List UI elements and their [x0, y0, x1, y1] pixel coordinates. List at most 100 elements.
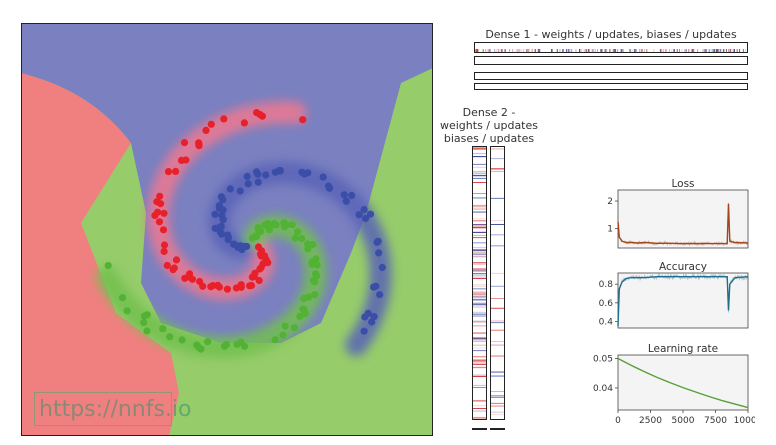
dense2-weights-heatmap	[473, 147, 486, 419]
heatmap-cell	[473, 247, 486, 249]
heatmap-cell	[713, 49, 714, 52]
heatmap-cell	[600, 49, 602, 52]
data-point	[156, 192, 164, 200]
heatmap-cell	[473, 156, 486, 158]
data-point	[283, 221, 291, 229]
heatmap-cell	[473, 321, 486, 323]
heatmap-cell	[473, 273, 486, 275]
heatmap-cell	[517, 49, 519, 52]
dense2-title-line2: weights / updates	[439, 119, 538, 132]
heatmap-cell	[606, 49, 608, 52]
heatmap-cell	[601, 49, 603, 52]
data-point	[375, 249, 383, 257]
heatmap-cell	[473, 337, 486, 338]
data-point	[312, 272, 321, 280]
data-point	[224, 231, 232, 239]
heatmap-cell	[473, 220, 486, 222]
heatmap-cell	[491, 168, 504, 170]
data-point	[195, 343, 203, 351]
data-point	[360, 327, 368, 335]
data-point	[290, 324, 299, 332]
heatmap-cell	[473, 218, 486, 220]
heatmap-cell	[497, 49, 499, 52]
chart-title: Learning rate	[648, 343, 718, 355]
heatmap-cell	[473, 295, 486, 297]
data-point	[305, 293, 313, 301]
heatmap-cell	[473, 208, 486, 210]
heatmap-cell	[491, 234, 504, 236]
data-point	[164, 168, 173, 176]
heatmap-cell	[575, 49, 577, 52]
heatmap-cell	[475, 49, 476, 52]
heatmap-cell	[565, 49, 567, 52]
heatmap-cell	[491, 285, 504, 287]
heatmap-cell	[491, 375, 504, 377]
data-point	[364, 309, 372, 317]
heatmap-cell	[473, 224, 486, 225]
data-point	[177, 156, 186, 164]
heatmap-cell	[473, 268, 486, 269]
heatmap-cell	[600, 49, 601, 52]
data-point	[298, 235, 306, 243]
heatmap-cell	[586, 49, 588, 52]
heatmap-cell	[688, 49, 690, 52]
heatmap-cell	[580, 49, 582, 52]
heatmap-cell	[473, 417, 486, 419]
data-point	[372, 282, 380, 290]
heatmap-cell	[473, 292, 486, 294]
heatmap-cell	[499, 49, 501, 52]
dense2-biases-bar	[472, 428, 487, 430]
heatmap-cell	[473, 359, 486, 361]
data-point	[181, 274, 189, 282]
data-point	[311, 278, 319, 286]
data-point	[340, 191, 348, 199]
heatmap-cell	[491, 272, 504, 274]
heatmap-cell	[473, 299, 486, 301]
x-tick-label: 2500	[639, 416, 662, 426]
heatmap-cell	[673, 49, 675, 52]
data-point	[172, 167, 180, 175]
heatmap-cell	[482, 49, 483, 52]
heatmap-cell	[478, 49, 480, 52]
chart-frame	[617, 354, 749, 411]
heatmap-cell	[697, 49, 699, 52]
data-point	[220, 115, 228, 123]
heatmap-cell	[642, 49, 643, 52]
data-point	[237, 283, 245, 291]
data-point	[260, 252, 269, 260]
heatmap-cell	[473, 284, 486, 286]
heatmap-cell	[691, 49, 693, 52]
heatmap-cell	[717, 49, 719, 52]
data-point	[294, 228, 302, 236]
y-tick-label: 0.6	[599, 299, 614, 309]
heatmap-cell	[614, 49, 616, 52]
x-tick-label: 10000	[734, 416, 755, 426]
heatmap-cell	[604, 49, 606, 52]
heatmap-cell	[473, 170, 486, 172]
heatmap-cell	[491, 413, 504, 415]
accuracy-chart: Accuracy 0.4 0.6 0.8	[599, 261, 749, 329]
heatmap-cell	[473, 325, 486, 327]
heatmap-cell	[684, 49, 685, 52]
heatmap-cell	[473, 376, 486, 377]
heatmap-cell	[473, 374, 486, 376]
data-point	[118, 294, 127, 302]
dense1-biases-bar	[474, 72, 748, 80]
data-point	[275, 166, 283, 175]
y-tick-label: 0.04	[593, 384, 613, 394]
y-tick-label: 0.8	[599, 280, 614, 290]
heatmap-cell	[604, 49, 606, 52]
data-point	[217, 193, 225, 201]
data-point	[256, 111, 264, 119]
heatmap-cell	[551, 49, 552, 52]
heatmap-cell	[491, 355, 504, 357]
heatmap-cell	[504, 49, 506, 52]
heatmap-cell	[733, 49, 735, 52]
heatmap-cell	[473, 298, 486, 300]
heatmap-cell	[613, 49, 615, 52]
heatmap-cell	[523, 49, 525, 52]
heatmap-cell	[473, 234, 486, 236]
data-point	[215, 283, 223, 291]
series-line	[617, 357, 749, 409]
heatmap-cell	[705, 49, 707, 52]
